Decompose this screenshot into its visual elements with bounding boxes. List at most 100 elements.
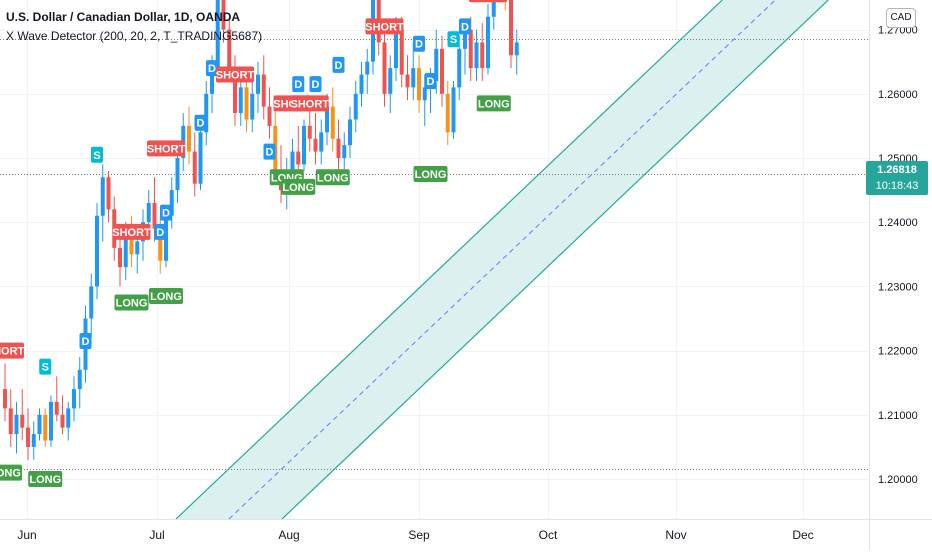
candle-body [388, 68, 393, 94]
marker-text: D [82, 336, 90, 348]
marker-box [315, 169, 350, 186]
marker-box [147, 140, 185, 157]
candle-body [457, 48, 462, 88]
candle-body [72, 389, 76, 409]
candle-body [238, 87, 243, 114]
d-marker-label: D [194, 114, 207, 131]
candle [192, 132, 197, 197]
candle-body [480, 42, 485, 69]
candle [261, 55, 266, 120]
s-marker-label: S [39, 358, 52, 375]
marker-text: D [427, 76, 435, 88]
long-signal-label: LONG [413, 166, 448, 183]
marker-text: D [266, 147, 274, 159]
candle [31, 421, 36, 460]
candle [348, 106, 352, 158]
marker-text: D [294, 79, 302, 91]
candle-body [66, 408, 71, 428]
candle-body [233, 68, 237, 114]
currency-button[interactable]: CAD [886, 8, 916, 28]
d-marker-label: D [160, 204, 172, 221]
marker-box [309, 76, 322, 93]
marker-box [79, 332, 92, 349]
candle [451, 80, 456, 139]
candle-body [43, 414, 48, 441]
marker-text: LONG [0, 468, 21, 480]
long-signal-label: LONG [476, 95, 511, 112]
marker-box [365, 18, 404, 35]
candle-body [394, 29, 398, 69]
candle [54, 376, 59, 422]
candle-body [215, 0, 220, 69]
long-signal-label: LONG [114, 294, 149, 311]
candle-body [296, 151, 301, 165]
marker-box [424, 72, 437, 89]
marker-box [447, 31, 460, 48]
long-signal-label: LONG [315, 169, 350, 186]
x-tick-label: Jul [149, 528, 164, 542]
candle-body [302, 125, 306, 165]
marker-text: SHORT [216, 70, 255, 82]
candle-body [100, 177, 105, 216]
marker-text: D [156, 227, 164, 239]
d-marker-label: D [263, 143, 276, 160]
indicator-label[interactable]: X Wave Detector (200, 20, 2, T_TRADING56… [6, 29, 263, 43]
marker-text: S [450, 34, 457, 46]
marker-text: LONG [116, 297, 148, 309]
candle-body [411, 68, 416, 88]
candle-body [514, 42, 519, 56]
x-tick-label: Dec [792, 528, 813, 542]
marker-box [413, 166, 448, 183]
candle [198, 119, 203, 191]
d-marker-label: D [424, 72, 437, 89]
candle [37, 408, 42, 441]
marker-text: S [93, 150, 100, 162]
candle-body [8, 408, 13, 435]
candle-body [486, 16, 490, 69]
candle-body [31, 434, 36, 447]
marker-text: LONG [415, 169, 447, 181]
symbol-title[interactable]: U.S. Dollar / Canadian Dollar, 1D, OANDA [6, 10, 241, 24]
x-tick-label: Nov [665, 528, 686, 542]
candle-body [54, 401, 59, 415]
d-marker-label: D [413, 35, 425, 52]
candle [440, 36, 444, 107]
candle [66, 401, 71, 441]
marker-text: SHORT [112, 227, 151, 239]
short-signal-label: SHORT [291, 95, 330, 112]
d-marker-label: D [154, 223, 167, 240]
candle-body [290, 151, 295, 171]
marker-text: D [335, 60, 343, 72]
y-tick-label: 1.24000 [878, 217, 918, 229]
marker-text: D [197, 118, 205, 130]
candle [480, 23, 485, 81]
marker-text: SHORT [291, 98, 330, 110]
candle-body [399, 29, 404, 75]
marker-text: LONG [317, 172, 349, 184]
marker-box [292, 76, 305, 93]
marker-box [332, 56, 345, 73]
candle-body [146, 202, 151, 223]
regression-channel [175, 0, 829, 519]
channel-fill [176, 0, 829, 519]
d-marker-label: D [79, 332, 92, 349]
candle-body [307, 125, 312, 139]
candle-body [123, 235, 128, 268]
marker-box [91, 146, 103, 163]
marker-box [413, 35, 425, 52]
candle [382, 29, 387, 107]
candle [256, 61, 260, 114]
candle [359, 61, 364, 107]
marker-text: SHORT [147, 143, 186, 155]
candle-body [210, 68, 214, 94]
candle-body [198, 132, 203, 184]
candle-body [89, 286, 94, 319]
candle-body [20, 414, 25, 428]
candle-body [451, 87, 456, 133]
candle-body [204, 93, 209, 133]
candle [474, 29, 479, 81]
candle [313, 113, 318, 165]
candle [319, 119, 324, 165]
candle [250, 80, 255, 133]
